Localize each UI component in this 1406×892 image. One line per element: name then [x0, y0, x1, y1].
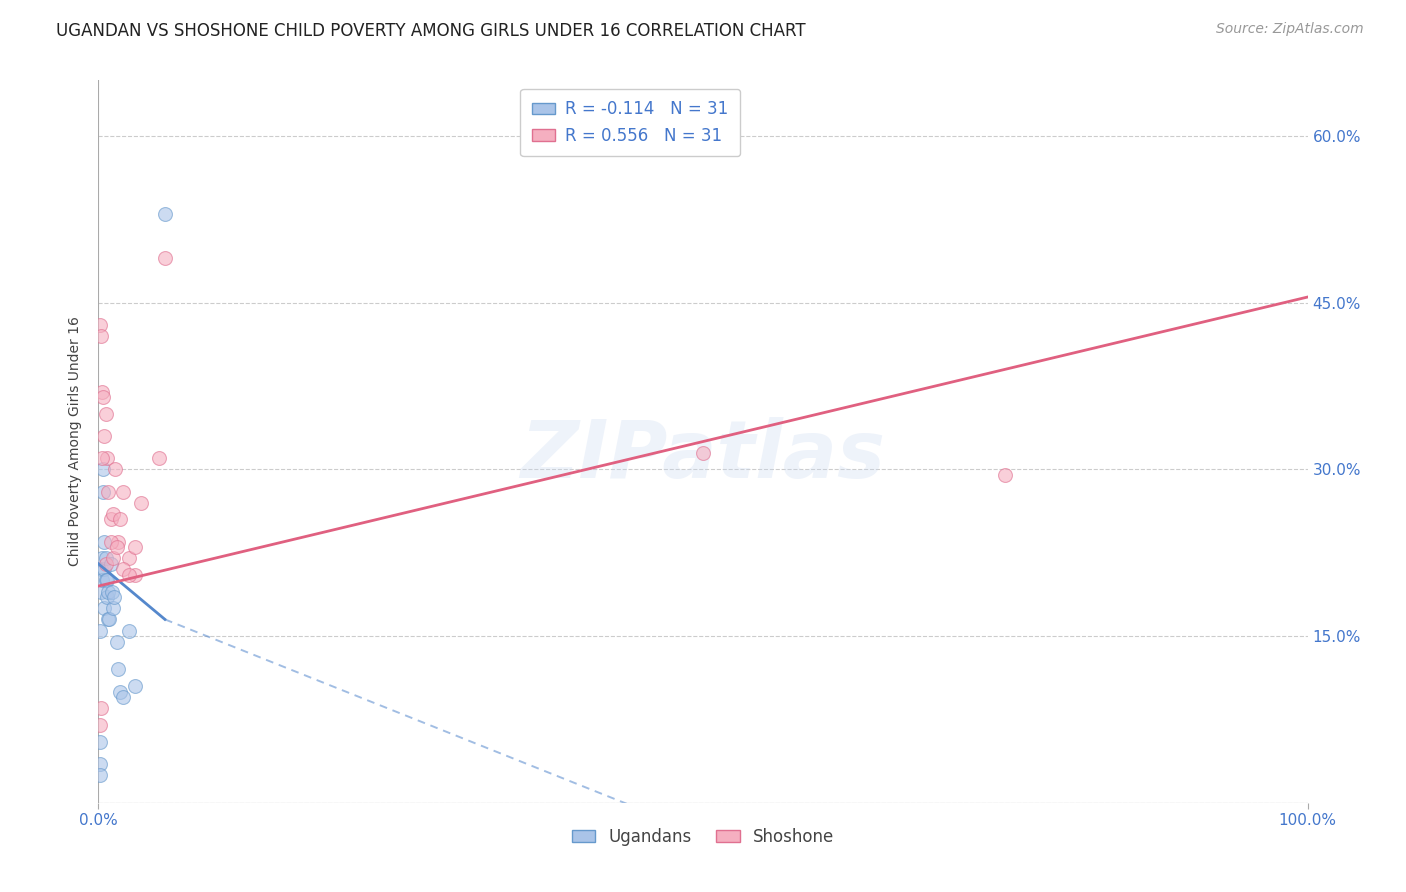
Point: [105, 540, 128, 554]
Point: [96, 451, 118, 466]
Point: [90, 584, 112, 599]
Point: [90, 701, 112, 715]
Point: [108, 684, 131, 698]
Point: [91, 551, 114, 566]
Point: [93, 534, 115, 549]
Point: [100, 534, 122, 549]
Point: [89, 768, 111, 782]
Point: [124, 540, 146, 554]
Point: [111, 562, 134, 576]
Point: [118, 568, 141, 582]
Point: [93, 429, 115, 443]
Point: [104, 462, 127, 476]
Point: [100, 557, 122, 571]
Point: [111, 484, 134, 499]
Point: [98, 612, 121, 626]
Point: [94, 574, 117, 588]
Point: [89, 624, 111, 638]
Point: [91, 462, 114, 476]
Point: [89, 734, 111, 748]
Point: [90, 562, 112, 576]
Point: [105, 634, 128, 648]
Legend: Ugandans, Shoshone: Ugandans, Shoshone: [565, 821, 841, 852]
Point: [101, 551, 124, 566]
Point: [118, 624, 141, 638]
Text: UGANDAN VS SHOSHONE CHILD POVERTY AMONG GIRLS UNDER 16 CORRELATION CHART: UGANDAN VS SHOSHONE CHILD POVERTY AMONG …: [56, 22, 806, 40]
Point: [124, 679, 146, 693]
Point: [93, 562, 115, 576]
Point: [91, 451, 114, 466]
Point: [91, 574, 114, 588]
Point: [692, 445, 714, 459]
Point: [107, 662, 129, 676]
Point: [90, 329, 112, 343]
Point: [94, 557, 117, 571]
Y-axis label: Child Poverty Among Girls Under 16: Child Poverty Among Girls Under 16: [69, 317, 83, 566]
Point: [100, 584, 122, 599]
Point: [101, 507, 124, 521]
Point: [91, 390, 114, 404]
Point: [124, 568, 146, 582]
Point: [96, 574, 118, 588]
Point: [97, 612, 120, 626]
Point: [89, 718, 111, 732]
Point: [108, 512, 131, 526]
Point: [153, 207, 176, 221]
Point: [994, 467, 1017, 482]
Point: [107, 534, 129, 549]
Point: [97, 484, 120, 499]
Point: [148, 451, 170, 466]
Point: [96, 590, 118, 604]
Point: [89, 318, 111, 332]
Point: [101, 601, 124, 615]
Point: [153, 251, 176, 265]
Point: [94, 407, 117, 421]
Point: [94, 551, 117, 566]
Point: [91, 484, 114, 499]
Point: [111, 690, 134, 705]
Point: [97, 584, 120, 599]
Point: [103, 590, 125, 604]
Point: [129, 496, 152, 510]
Text: Source: ZipAtlas.com: Source: ZipAtlas.com: [1216, 22, 1364, 37]
Point: [89, 756, 111, 771]
Point: [100, 512, 122, 526]
Point: [93, 601, 115, 615]
Point: [118, 551, 141, 566]
Point: [91, 384, 114, 399]
Text: ZIPatlas: ZIPatlas: [520, 417, 886, 495]
